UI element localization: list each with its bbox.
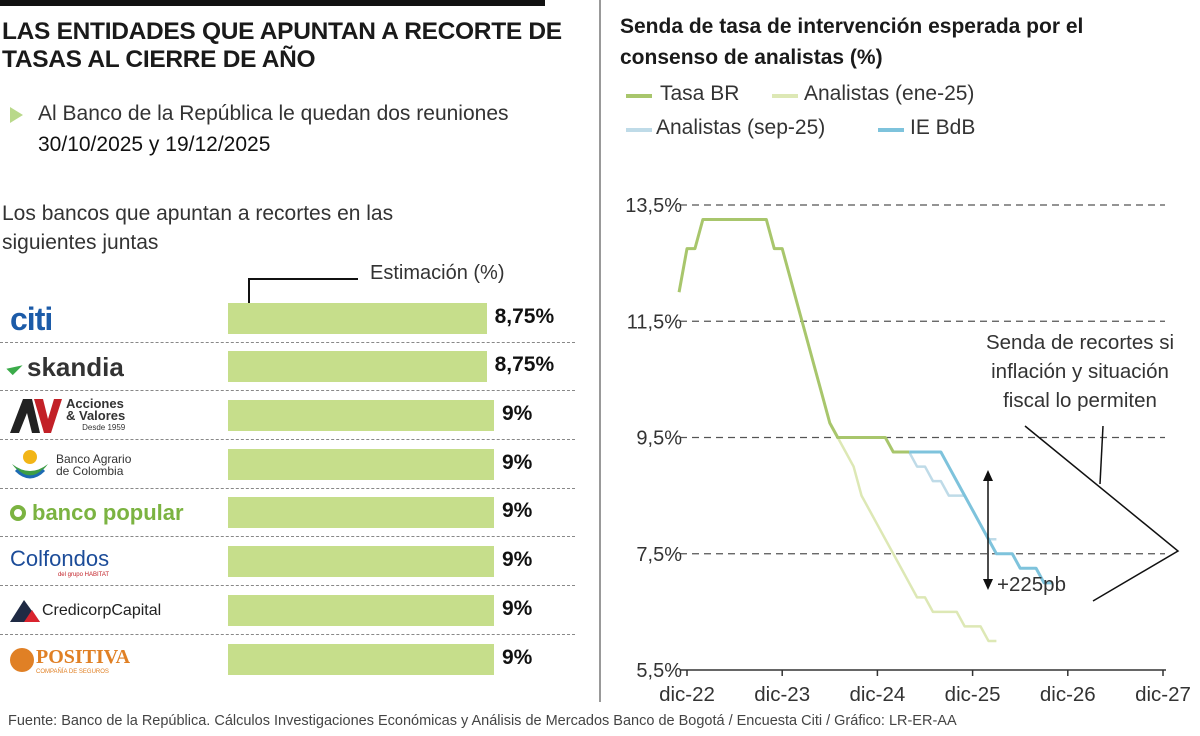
bank-value: 9% xyxy=(502,646,533,669)
y-tick-labels: 5,5% 7,5% 9,5% 11,5% 13,5% xyxy=(625,195,682,682)
y-tick-label: 11,5% xyxy=(627,311,682,333)
y-tick-label: 7,5% xyxy=(636,544,682,566)
diff-annotation: +225pb xyxy=(997,573,1066,596)
grid-lines xyxy=(680,204,1165,555)
column-divider xyxy=(599,0,601,702)
bank-bar xyxy=(228,449,494,480)
acciones-valores-logo: Acciones & Valores Desde 1959 xyxy=(10,396,125,436)
series-line-ene25 xyxy=(836,436,997,643)
meeting-dates: 30/10/2025 y 19/12/2025 xyxy=(38,133,271,156)
bullet-triangle-icon xyxy=(10,107,23,123)
x-tick-label: dic-27 xyxy=(1135,683,1191,706)
bank-value: 9% xyxy=(502,597,533,620)
x-tick-label: dic-22 xyxy=(659,683,715,706)
skandia-arrow-icon xyxy=(6,358,23,376)
bank-value: 9% xyxy=(502,451,533,474)
series-lines xyxy=(677,218,1052,643)
legend-analistas-ene25: Analistas (ene-25) xyxy=(772,82,974,106)
legend-swatch xyxy=(772,94,798,98)
estimation-leader-line xyxy=(248,278,358,280)
bank-bar xyxy=(228,497,494,528)
bank-bar xyxy=(228,546,494,577)
series-line-ie-bdb xyxy=(909,450,1052,585)
bank-value: 9% xyxy=(502,548,533,571)
y-tick-label: 9,5% xyxy=(636,428,682,450)
bank-bar xyxy=(228,303,487,334)
x-tick-label: dic-26 xyxy=(1040,683,1096,706)
senda-annotation-line3: fiscal lo permiten xyxy=(1003,389,1157,412)
bank-row-credicorp: CredicorpCapital 9% xyxy=(0,587,575,635)
y-tick-label: 13,5% xyxy=(625,195,682,217)
top-rule xyxy=(0,0,545,6)
bank-row-banco-agrario: Banco Agrario de Colombia 9% xyxy=(0,441,575,489)
popular-p-icon xyxy=(10,505,26,521)
legend-analistas-sep25: Analistas (sep-25) xyxy=(626,116,825,140)
credicorp-mountain-icon xyxy=(10,600,40,622)
bank-value: 9% xyxy=(502,402,533,425)
bank-bar xyxy=(228,595,494,626)
chart-title: Senda de tasa de intervención esperada p… xyxy=(620,15,1084,69)
colfondos-logo: Colfondos del grupo HABITAT xyxy=(10,546,110,578)
x-tick-label: dic-24 xyxy=(849,683,905,706)
credicorp-logo: CredicorpCapital xyxy=(10,591,161,631)
senda-pointer xyxy=(1099,425,1104,485)
positiva-logo: POSITIVA COMPAÑÍA DE SEGUROS xyxy=(10,640,130,680)
estimation-label: Estimación (%) xyxy=(370,262,505,284)
estimation-leader-line-vertical xyxy=(248,278,250,315)
series-line-tasa-br xyxy=(677,218,910,454)
y-tick-label: 5,5% xyxy=(636,660,682,682)
citi-logo: citi xyxy=(10,300,53,337)
legend-swatch xyxy=(626,94,652,98)
bullet-text: Al Banco de la República le quedan dos r… xyxy=(38,102,509,156)
headline: LAS ENTIDADES QUE APUNTAN A RECORTE DE T… xyxy=(2,18,562,73)
senda-annotation-line2: inflación y situación xyxy=(991,360,1169,383)
legend-tasa-br: Tasa BR xyxy=(626,82,739,106)
bank-row-colfondos: Colfondos del grupo HABITAT 9% xyxy=(0,538,575,586)
legend-ie-bdb: IE BdB xyxy=(878,116,975,140)
series-line-sep25 xyxy=(908,451,997,541)
source-note: Fuente: Banco de la República. Cálculos … xyxy=(8,713,957,729)
x-tick-label: dic-23 xyxy=(754,683,810,706)
bank-value: 8,75% xyxy=(494,353,555,376)
bank-row-citi: citi 8,75% xyxy=(0,295,575,343)
bank-bar xyxy=(228,351,487,382)
senda-bracket xyxy=(1024,425,1180,602)
bank-row-banco-popular: banco popular 9% xyxy=(0,489,575,537)
x-axis: dic-22 dic-23 dic-24 dic-25 dic-26 dic-27 xyxy=(659,669,1191,706)
banco-popular-logo: banco popular xyxy=(10,493,184,533)
senda-annotation-line1: Senda de recortes si xyxy=(986,331,1174,354)
banco-agrario-logo: Banco Agrario de Colombia xyxy=(10,445,131,485)
x-tick-label: dic-25 xyxy=(945,683,1001,706)
positiva-circle-icon xyxy=(10,648,34,672)
av-mark-icon xyxy=(10,399,62,433)
bank-row-positiva: POSITIVA COMPAÑÍA DE SEGUROS 9% xyxy=(0,636,575,686)
bank-row-skandia: skandia 8,75% xyxy=(0,343,575,391)
legend-swatch xyxy=(626,128,652,132)
bank-row-acciones-valores: Acciones & Valores Desde 1959 9% xyxy=(0,392,575,440)
bank-value: 9% xyxy=(502,499,533,522)
rate-path-chart: 5,5%7,5%9,5%11,5%13,5% dic-22 dic-23 dic-2… xyxy=(625,195,1191,706)
bank-bar xyxy=(228,400,494,431)
annotations: Senda de recortes si inflación y situaci… xyxy=(983,331,1180,602)
banks-subtitle: Los bancos que apuntan a recortes en las… xyxy=(2,202,394,254)
legend-swatch xyxy=(878,128,904,132)
bank-bar xyxy=(228,644,494,675)
agrario-sun-icon xyxy=(12,450,48,479)
bank-value: 8,75% xyxy=(494,305,555,328)
skandia-logo: skandia xyxy=(6,347,124,387)
